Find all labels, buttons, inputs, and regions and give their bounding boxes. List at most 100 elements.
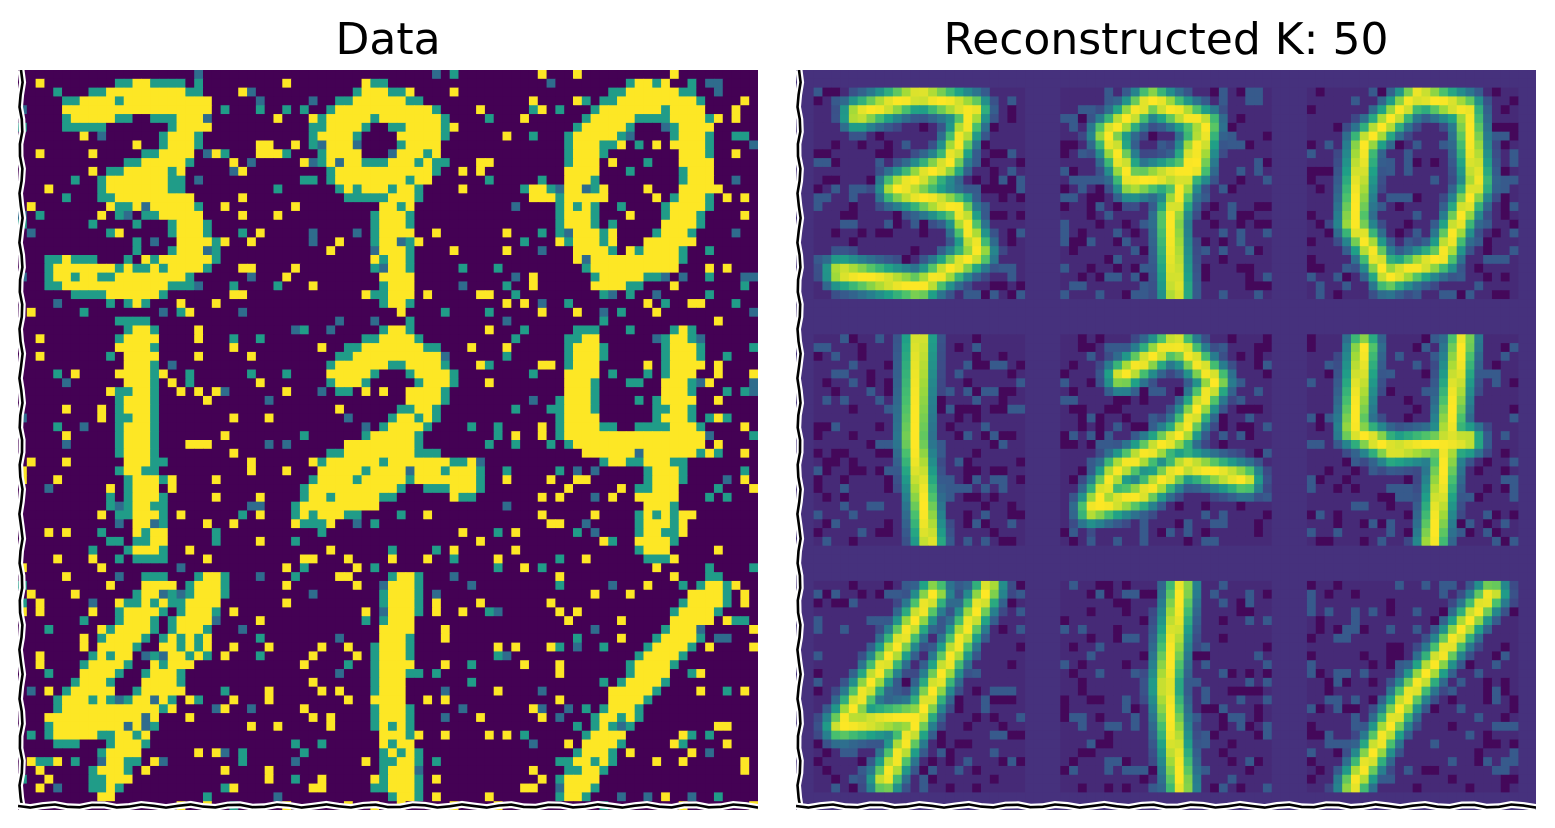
data-pixel <box>722 316 733 327</box>
data-pixel <box>625 78 636 89</box>
data-pixel <box>749 290 758 300</box>
data-pixel <box>352 263 363 274</box>
data-pixel <box>555 202 565 212</box>
data-pixel <box>484 210 495 221</box>
data-pixel <box>114 492 125 503</box>
data-pixel <box>467 334 477 344</box>
data-pixel <box>502 563 512 573</box>
data-pixel <box>176 536 186 547</box>
data-pixel <box>158 387 169 397</box>
data-pixel <box>440 193 451 203</box>
data-pixel <box>326 87 336 98</box>
data-pixel <box>26 580 37 591</box>
data-pixel <box>176 360 186 371</box>
data-pixel <box>617 202 627 212</box>
data-pixel <box>740 316 750 327</box>
data-pixel <box>106 272 116 283</box>
data-pixel <box>625 219 636 230</box>
data-pixel <box>502 457 512 468</box>
data-pixel <box>299 87 310 98</box>
data-pixel <box>546 307 556 318</box>
data-pixel <box>537 572 548 582</box>
data-pixel <box>722 272 733 283</box>
data-pixel <box>511 166 521 177</box>
data-pixel <box>484 122 495 133</box>
data-pixel <box>79 554 90 564</box>
data-pixel <box>687 351 697 362</box>
data-pixel <box>432 457 442 468</box>
data-pixel <box>264 528 275 538</box>
data-pixel <box>458 140 468 150</box>
data-pixel <box>317 404 327 415</box>
data-pixel <box>705 440 715 450</box>
data-pixel <box>608 492 618 503</box>
data-pixel <box>625 149 636 159</box>
data-pixel <box>590 228 601 238</box>
data-pixel <box>211 563 222 573</box>
data-pixel <box>740 78 750 89</box>
data-pixel <box>458 404 468 415</box>
data-pixel <box>687 387 697 397</box>
data-pixel <box>476 78 486 89</box>
data-pixel <box>520 325 530 335</box>
data-pixel <box>203 87 213 98</box>
data-pixel <box>546 219 556 230</box>
data-pixel <box>537 228 548 238</box>
data-pixel <box>203 528 213 538</box>
data-pixel <box>722 131 733 142</box>
data-pixel <box>317 263 327 274</box>
data-pixel <box>696 325 706 335</box>
data-pixel <box>449 431 460 441</box>
data-pixel <box>502 572 512 582</box>
data-pixel <box>264 545 275 556</box>
data-pixel <box>167 404 178 415</box>
data-pixel <box>308 580 319 591</box>
data-pixel <box>643 87 653 98</box>
data-pixel <box>520 475 530 485</box>
data-pixel <box>713 501 724 512</box>
data-pixel <box>590 184 601 194</box>
data-pixel <box>26 536 37 547</box>
data-pixel <box>520 202 530 212</box>
data-pixel <box>573 572 583 582</box>
data-pixel <box>220 263 231 274</box>
data-pixel <box>652 387 662 397</box>
data-pixel <box>388 404 398 415</box>
data-pixel <box>70 325 81 335</box>
data-pixel <box>555 78 565 89</box>
data-pixel <box>247 316 257 327</box>
data-pixel <box>467 431 477 441</box>
data-pixel <box>44 475 54 485</box>
data-pixel <box>44 369 54 379</box>
data-pixel <box>185 528 195 538</box>
data-pixel <box>388 484 398 494</box>
data-pixel <box>282 457 292 468</box>
data-pixel <box>282 536 292 547</box>
data-pixel <box>405 307 416 318</box>
data-pixel <box>352 325 363 335</box>
data-pixel <box>335 475 345 485</box>
data-pixel <box>185 492 195 503</box>
data-pixel <box>361 140 371 150</box>
data-pixel <box>449 519 460 529</box>
data-pixel <box>291 105 301 115</box>
data-pixel <box>476 413 486 423</box>
data-pixel <box>520 149 530 159</box>
data-pixel <box>573 440 583 450</box>
data-pixel <box>467 202 477 212</box>
data-pixel <box>308 395 319 406</box>
data-pixel <box>652 263 662 274</box>
data-pixel <box>97 351 107 362</box>
data-pixel <box>590 246 601 256</box>
data-pixel <box>247 369 257 379</box>
data-pixel <box>608 228 618 238</box>
data-pixel <box>203 281 213 291</box>
data-pixel <box>722 343 733 353</box>
data-pixel <box>608 378 618 388</box>
data-pixel <box>405 158 416 168</box>
data-pixel <box>308 237 319 247</box>
data-pixel <box>432 175 442 186</box>
data-pixel <box>238 484 248 494</box>
data-pixel <box>423 510 433 520</box>
data-pixel <box>520 448 530 459</box>
